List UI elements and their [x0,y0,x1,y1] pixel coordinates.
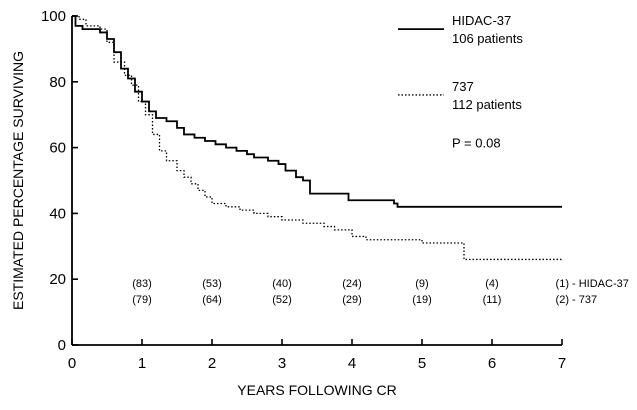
at-risk-table: (83) (53) (40) (24) (9) (4) (1) - HIDAC-37 (79) (… [132,278,629,306]
x-tick-label: 2 [208,355,216,372]
y-tick-label: 100 [41,8,66,25]
at-risk-count: (40) [272,278,292,290]
axes [71,16,562,346]
y-tick-label: 0 [58,337,66,354]
at-risk-count: (2) [556,294,569,306]
y-tick-label: 80 [49,74,66,91]
x-axis-title: YEARS FOLLOWING CR [237,382,396,398]
at-risk-count: (53) [202,278,222,290]
x-tick-label: 4 [348,355,356,372]
legend: HIDAC-37 106 patients 737 112 patients [398,13,523,112]
p-value-annotation: P = 0.08 [452,136,501,151]
legend-sublabel-737: 112 patients [452,97,522,112]
y-axis-title: ESTIMATED PERCENTAGE SURVIVING [10,51,26,310]
x-tick-label: 1 [138,355,146,372]
y-tick-label: 20 [49,271,66,288]
at-risk-count: (83) [132,278,152,290]
legend-label-hidac-37: HIDAC-37 [452,13,511,28]
y-tick-label: 60 [49,140,66,157]
at-risk-count: (19) [412,294,432,306]
series-line-737 [72,15,562,261]
x-tick-label: 5 [418,355,426,372]
x-tick-label: 0 [68,355,76,372]
series-layer [72,15,562,261]
y-tick-label: 40 [49,205,66,222]
series-line-hidac-37 [72,15,562,208]
x-tick-label: 3 [278,355,286,372]
at-risk-count: (29) [342,294,362,306]
at-risk-count: (24) [342,278,362,290]
at-risk-row-label: - 737 [572,294,597,306]
x-tick-label: 7 [558,355,566,372]
x-ticks: 0 1 2 3 4 5 6 7 [68,339,566,372]
at-risk-count: (79) [132,294,152,306]
x-tick-label: 6 [488,355,496,372]
at-risk-count: (9) [415,278,428,290]
at-risk-count: (11) [483,294,502,306]
legend-label-737: 737 [452,79,474,94]
at-risk-count: (1) [556,278,569,290]
legend-sublabel-hidac-37: 106 patients [452,31,523,46]
at-risk-count: (52) [272,294,292,306]
at-risk-count: (64) [202,294,222,306]
at-risk-count: (4) [485,278,498,290]
at-risk-row-label: - HIDAC-37 [572,278,629,290]
